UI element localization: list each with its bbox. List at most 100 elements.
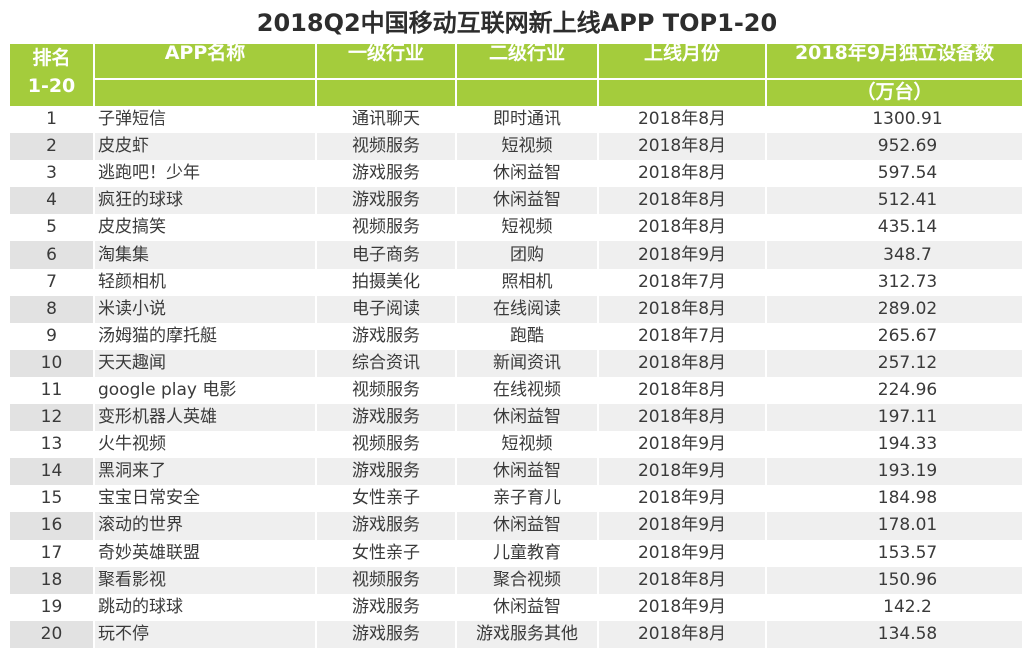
device-count-cell: 153.57 — [877, 542, 938, 563]
rank-cell: 4 — [10, 187, 95, 215]
industry-1-cell: 视频服务 — [316, 214, 457, 242]
industry-1-cell: 女性亲子 — [316, 485, 457, 513]
table-row: 19 跳动的球球 游戏服务 休闲益智 2018年9月 142.2 — [10, 593, 1022, 621]
app-name-cell: 子弹短信 — [94, 106, 317, 134]
launch-month-cell: 2018年9月 — [598, 431, 767, 459]
header-device-count-label: 2018年9月独立设备数 — [767, 44, 1022, 80]
app-name-cell: 疯狂的球球 — [94, 187, 317, 215]
industry-1-cell: 通讯聊天 — [316, 106, 457, 134]
industry-2-cell: 休闲益智 — [456, 187, 599, 215]
header-industry-2-sublabel — [457, 80, 597, 106]
rank-cell: 6 — [10, 241, 95, 269]
device-count-cell: 142.2 — [883, 596, 932, 617]
app-name-cell: 皮皮虾 — [94, 133, 317, 161]
header-app-name: APP名称 — [94, 44, 317, 106]
rank-cell: 10 — [10, 349, 95, 377]
table-row: 20 玩不停 游戏服务 游戏服务其他 2018年8月 134.58 — [10, 620, 1022, 648]
table-row: 16 滚动的世界 游戏服务 休闲益智 2018年9月 178.01 — [10, 512, 1022, 540]
header-industry-1-sublabel — [317, 80, 455, 106]
rank-cell: 9 — [10, 322, 95, 350]
table-row: 14 黑洞来了 游戏服务 休闲益智 2018年9月 193.19 — [10, 458, 1022, 486]
industry-1-cell: 游戏服务 — [316, 404, 457, 432]
industry-2-cell: 游戏服务其他 — [456, 620, 599, 648]
device-count-cell: 194.33 — [877, 434, 938, 455]
industry-2-cell: 休闲益智 — [456, 512, 599, 540]
industry-2-cell: 即时通讯 — [456, 106, 599, 134]
app-name-cell: 玩不停 — [94, 620, 317, 648]
rank-cell: 15 — [10, 485, 95, 513]
launch-month-cell: 2018年8月 — [598, 404, 767, 432]
industry-2-cell: 短视频 — [456, 431, 599, 459]
industry-2-cell: 在线视频 — [456, 376, 599, 405]
rank-cell: 5 — [10, 214, 95, 242]
chart-title: 2018Q2中国移动互联网新上线APP TOP1-20 — [256, 9, 778, 37]
app-name-cell: 聚看影视 — [94, 566, 317, 594]
rank-cell: 16 — [10, 512, 95, 540]
table-row: 17 奇妙英雄联盟 女性亲子 儿童教育 2018年9月 153.57 — [10, 539, 1022, 567]
rank-cell: 18 — [10, 566, 95, 594]
header-industry-2: 二级行业 — [456, 44, 599, 106]
device-count-cell: 597.54 — [877, 163, 938, 184]
industry-2-cell: 休闲益智 — [456, 593, 599, 621]
industry-2-cell: 在线阅读 — [456, 295, 599, 323]
industry-2-cell: 团购 — [456, 241, 599, 269]
industry-1-cell: 游戏服务 — [316, 322, 457, 350]
app-name-cell: 变形机器人英雄 — [94, 404, 317, 432]
table-row: 9 汤姆猫的摩托艇 游戏服务 跑酷 2018年7月 265.67 — [10, 322, 1022, 350]
rank-cell: 13 — [10, 431, 95, 459]
rank-cell: 3 — [10, 160, 95, 188]
launch-month-cell: 2018年9月 — [598, 241, 767, 269]
header-rank-label: 排名 1-20 — [27, 47, 76, 97]
app-name-cell: 逃跑吧！少年 — [94, 160, 317, 188]
industry-1-cell: 综合资讯 — [316, 349, 457, 377]
launch-month-cell: 2018年8月 — [598, 160, 767, 188]
device-count-cell: 1300.91 — [872, 109, 943, 130]
table-row: 13 火牛视频 视频服务 短视频 2018年9月 194.33 — [10, 431, 1022, 459]
industry-2-cell: 儿童教育 — [456, 539, 599, 567]
launch-month-cell: 2018年8月 — [598, 620, 767, 648]
device-count-cell: 150.96 — [766, 566, 1022, 594]
launch-month-cell: 2018年7月 — [598, 268, 767, 296]
industry-1-cell: 电子阅读 — [316, 295, 457, 323]
device-count-cell: 193.19 — [766, 458, 1022, 486]
device-count-cell: 312.73 — [877, 271, 938, 292]
header-row: 排名 1-20 APP名称 一级行业 二级行业 上线月份 2018年9月独立设备数 （万台） — [10, 44, 1022, 106]
industry-1-cell: 电子商务 — [316, 241, 457, 269]
launch-month-cell: 2018年9月 — [598, 512, 767, 540]
rank-cell: 17 — [10, 539, 95, 567]
rank-cell: 14 — [10, 458, 95, 486]
rank-cell: 12 — [10, 404, 95, 432]
device-count-cell: 197.11 — [766, 404, 1022, 432]
app-name-cell: 米读小说 — [94, 295, 317, 323]
device-count-cell: 435.14 — [877, 217, 938, 238]
table-row: 6 淘集集 电子商务 团购 2018年9月 348.7 — [10, 241, 1022, 269]
device-count-cell: 265.67 — [877, 325, 938, 346]
industry-2-cell: 新闻资讯 — [456, 349, 599, 377]
industry-1-cell: 游戏服务 — [316, 512, 457, 540]
device-count-cell: 178.01 — [766, 512, 1022, 540]
industry-1-cell: 游戏服务 — [316, 160, 457, 188]
device-count-cell: 289.02 — [766, 295, 1022, 323]
table-row: 15 宝宝日常安全 女性亲子 亲子育儿 2018年9月 184.98 — [10, 485, 1022, 513]
table-row: 8 米读小说 电子阅读 在线阅读 2018年8月 289.02 — [10, 295, 1022, 323]
launch-month-cell: 2018年8月 — [598, 106, 767, 134]
table-row: 1 子弹短信 通讯聊天 即时通讯 2018年8月 1300.91 — [10, 106, 1022, 134]
device-count-cell: 512.41 — [766, 187, 1022, 215]
rank-cell: 1 — [10, 106, 95, 134]
header-launch-month-sublabel — [599, 80, 765, 106]
rank-cell: 11 — [10, 376, 95, 405]
launch-month-cell: 2018年9月 — [598, 593, 767, 621]
ranking-table: 排名 1-20 APP名称 一级行业 二级行业 上线月份 2018年9月独立设备数 （万台） … — [10, 44, 1022, 648]
app-name-cell: 宝宝日常安全 — [94, 485, 317, 513]
device-count-cell: 952.69 — [766, 133, 1022, 161]
device-count-cell: 184.98 — [877, 488, 938, 509]
launch-month-cell: 2018年9月 — [598, 485, 767, 513]
industry-1-cell: 视频服务 — [316, 431, 457, 459]
industry-2-cell: 短视频 — [456, 214, 599, 242]
table-row: 7 轻颜相机 拍摄美化 照相机 2018年7月 312.73 — [10, 268, 1022, 296]
industry-2-cell: 亲子育儿 — [456, 485, 599, 513]
industry-1-cell: 女性亲子 — [316, 539, 457, 567]
launch-month-cell: 2018年8月 — [598, 214, 767, 242]
table-row: 12 变形机器人英雄 游戏服务 休闲益智 2018年8月 197.11 — [10, 404, 1022, 432]
header-industry-1: 一级行业 — [316, 44, 457, 106]
